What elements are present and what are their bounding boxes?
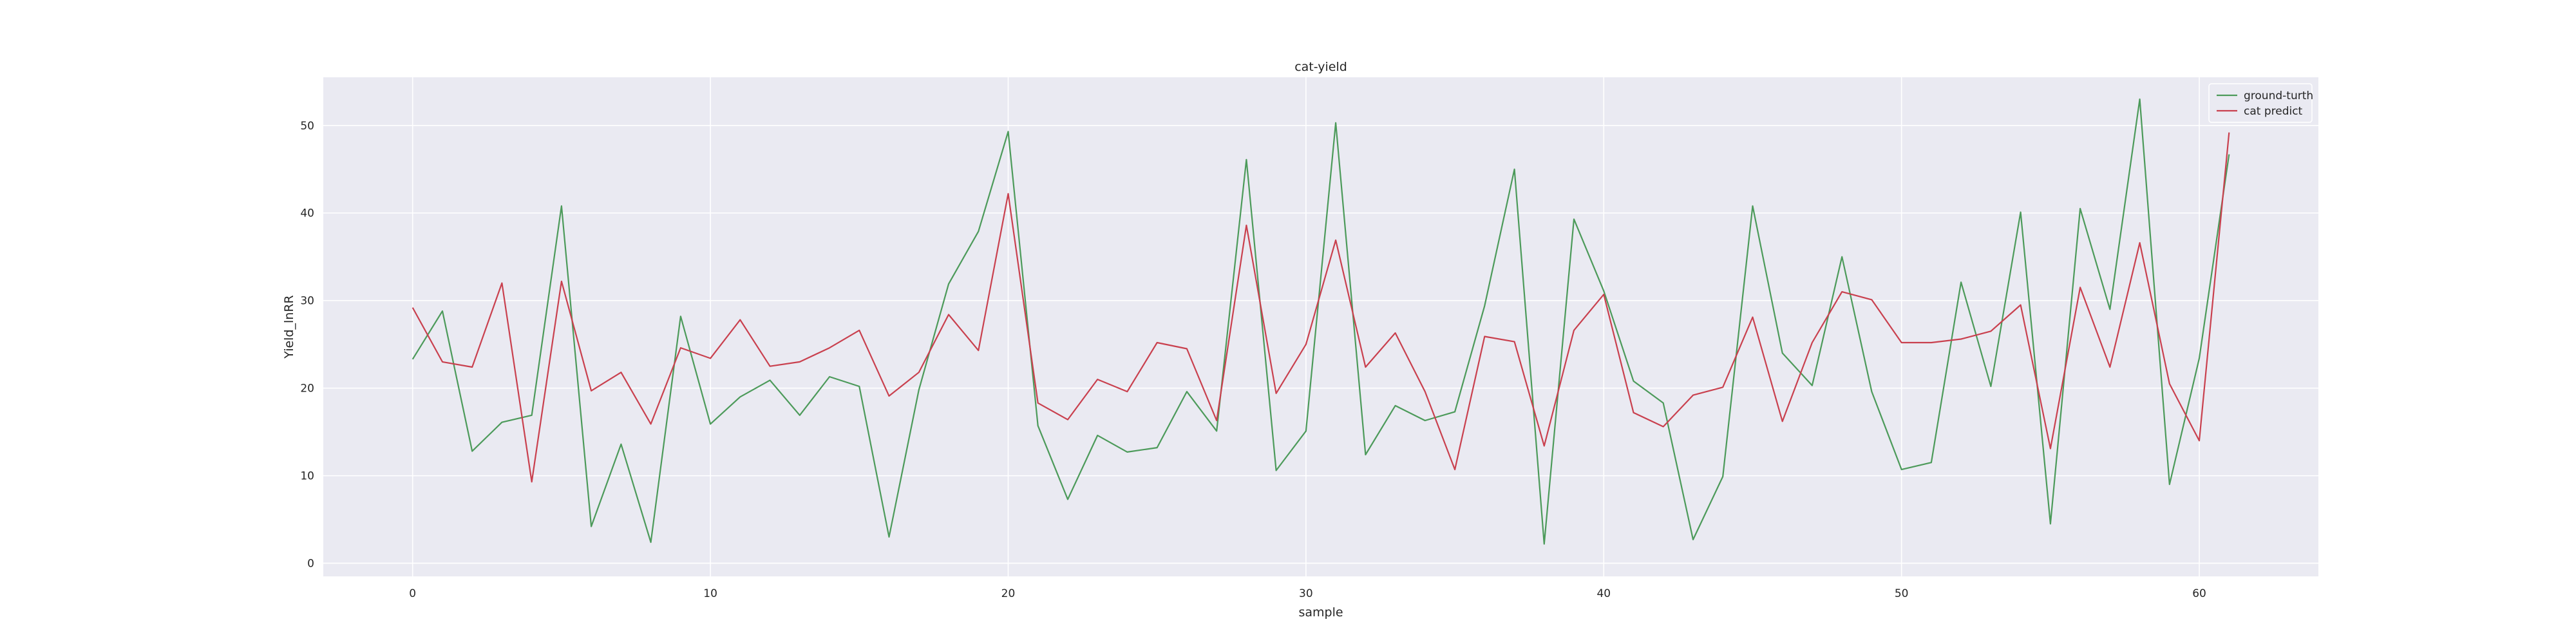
- plot-background: [323, 77, 2318, 576]
- legend-label: ground-turth: [2244, 90, 2313, 102]
- chart-title: cat-yield: [1294, 60, 1347, 74]
- series-lines: [412, 98, 2230, 545]
- y-axis-label: Yield_lnRR: [282, 295, 296, 359]
- y-tick-label: 20: [300, 383, 314, 395]
- x-tick-label: 0: [409, 587, 416, 600]
- x-tick-label: 40: [1596, 587, 1611, 600]
- y-tick-label: 30: [300, 295, 314, 308]
- x-axis-label: sample: [1298, 605, 1343, 620]
- x-tick-label: 20: [1001, 587, 1016, 600]
- legend-box: [2208, 83, 2313, 123]
- y-tick-label: 50: [300, 120, 314, 133]
- legend: ground-turth cat predict: [2208, 83, 2313, 123]
- x-tick-label: 50: [1895, 587, 1909, 600]
- legend-label: cat predict: [2244, 105, 2303, 118]
- series-line-ground-truth: [412, 98, 2230, 545]
- x-tick-label: 60: [2192, 587, 2206, 600]
- series-line-prediction: [412, 132, 2230, 483]
- x-tick-label: 30: [1299, 587, 1313, 600]
- tick-labels: 0 10 20 30 40 50 60 0 10 20 30 40 50: [300, 120, 2206, 600]
- y-tick-label: 0: [307, 558, 314, 571]
- x-tick-label: 10: [703, 587, 717, 600]
- grid-lines: [323, 77, 2318, 576]
- y-tick-label: 10: [300, 470, 314, 483]
- y-tick-label: 40: [300, 207, 314, 220]
